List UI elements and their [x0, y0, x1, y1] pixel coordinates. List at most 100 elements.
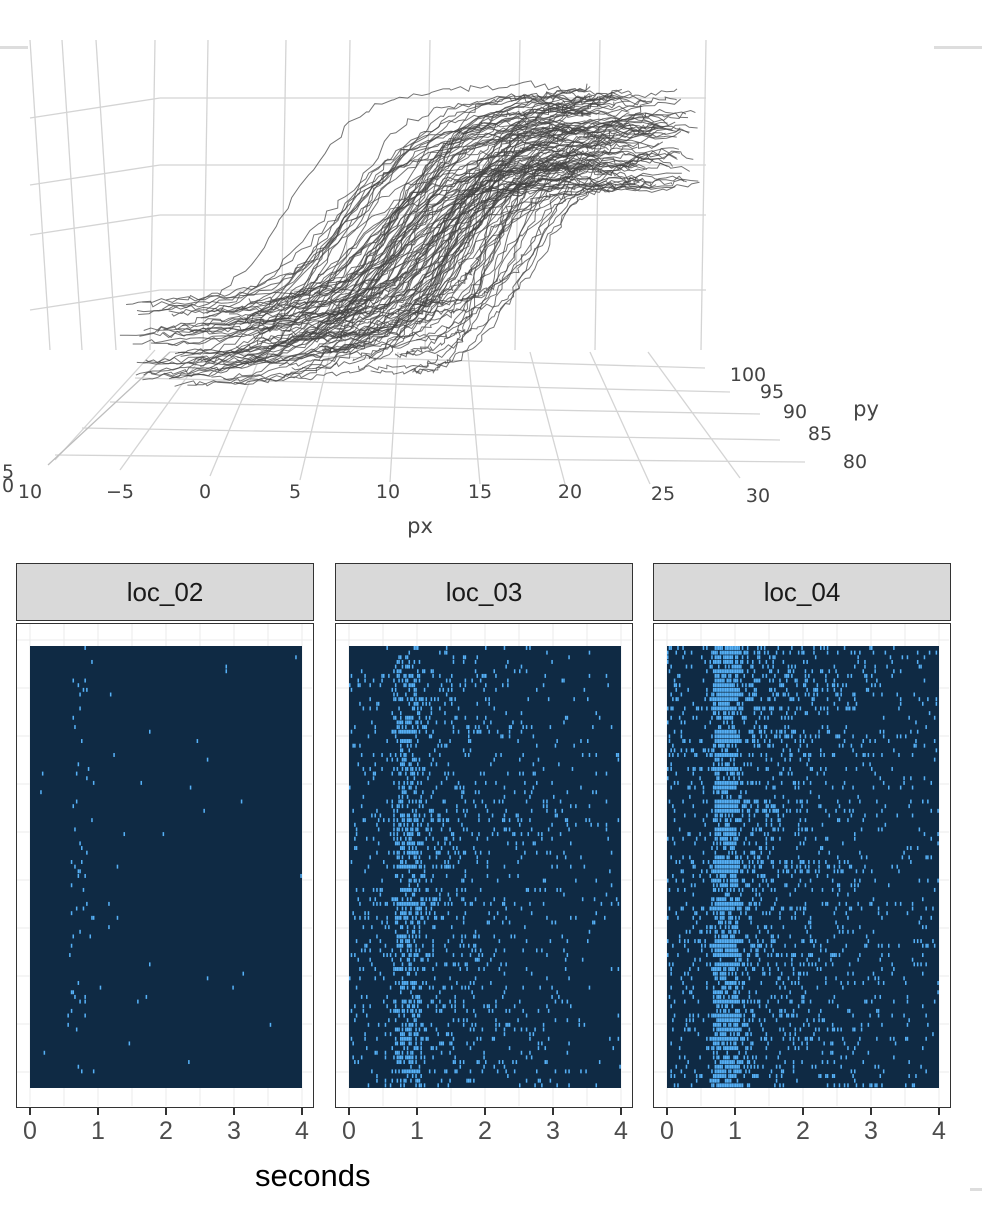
spike-mark — [794, 915, 797, 920]
spike-mark — [721, 678, 723, 683]
spike-mark — [452, 953, 455, 958]
spike-mark — [745, 739, 747, 743]
spike-mark — [430, 1022, 433, 1027]
x-tick-label: 0 — [199, 481, 211, 503]
spike-mark — [410, 953, 412, 958]
spike-mark — [411, 1022, 414, 1027]
spike-mark — [877, 943, 880, 948]
spike-mark — [736, 1078, 739, 1083]
spike-mark — [667, 953, 669, 958]
spike-mark — [814, 687, 817, 692]
spike-mark — [495, 1018, 497, 1023]
spike-mark — [714, 743, 717, 748]
spike-mark — [422, 725, 424, 730]
spike-mark — [729, 1060, 732, 1065]
spike-mark — [425, 697, 428, 702]
spike-mark — [140, 780, 143, 785]
spike-mark — [753, 734, 756, 739]
spike-mark — [922, 701, 924, 706]
spike-mark — [408, 883, 411, 888]
spike-mark — [478, 934, 480, 939]
spike-mark — [513, 934, 516, 939]
spike-mark — [408, 846, 411, 851]
spike-mark — [398, 841, 400, 846]
grid-line-side — [29, 289, 161, 311]
spike-mark — [706, 962, 708, 967]
spike-mark — [417, 701, 419, 706]
spike-mark — [712, 878, 715, 883]
spike-mark — [721, 701, 723, 706]
spike-mark — [707, 766, 710, 771]
spike-mark — [724, 925, 727, 930]
spike-mark — [935, 701, 938, 706]
spike-mark — [542, 878, 545, 883]
spike-mark — [865, 943, 868, 948]
spike-mark — [886, 911, 888, 916]
spike-mark — [401, 697, 404, 702]
spike-mark — [456, 915, 458, 920]
spike-mark — [372, 836, 375, 841]
spike-mark — [740, 650, 742, 655]
spike-mark — [488, 697, 490, 702]
spike-mark — [869, 739, 871, 743]
spike-mark — [752, 664, 754, 669]
spike-mark — [799, 962, 802, 967]
spike-mark — [495, 1004, 497, 1009]
spike-mark — [752, 1055, 754, 1060]
spike-mark — [417, 883, 419, 888]
spike-mark — [718, 832, 720, 837]
spike-mark — [488, 701, 490, 706]
spike-mark — [525, 967, 528, 971]
spike-mark — [468, 753, 470, 757]
spike-mark — [444, 743, 446, 748]
spike-mark — [728, 953, 730, 958]
spike-mark — [41, 771, 44, 776]
spike-mark — [718, 1041, 720, 1046]
spike-mark — [729, 766, 732, 771]
spike-mark — [922, 799, 924, 804]
spike-mark — [364, 915, 366, 920]
spike-mark — [711, 878, 713, 883]
spike-mark — [913, 743, 916, 748]
spike-mark — [779, 1083, 781, 1088]
spike-mark — [439, 897, 441, 902]
grid-line-vertical — [700, 39, 707, 351]
spike-mark — [740, 939, 742, 944]
spike-mark — [714, 655, 717, 660]
spike-mark — [719, 1013, 722, 1018]
spike-mark — [678, 715, 681, 720]
spike-mark — [723, 929, 725, 934]
spike-mark — [408, 887, 411, 892]
spike-mark — [718, 897, 720, 902]
spike-mark — [721, 869, 723, 874]
spike-mark — [791, 915, 793, 920]
spike-mark — [706, 646, 708, 650]
spike-mark — [503, 813, 506, 818]
spike-mark — [784, 729, 786, 734]
spike-mark — [758, 846, 761, 851]
spike-mark — [439, 850, 441, 855]
spike-mark — [420, 1074, 422, 1078]
spike-mark — [670, 706, 672, 711]
spike-mark — [729, 832, 732, 837]
spike-mark — [735, 901, 737, 906]
spike-mark — [770, 953, 773, 958]
spike-mark — [723, 827, 725, 832]
spike-mark — [462, 790, 465, 795]
spike-mark — [398, 850, 400, 855]
spike-mark — [729, 753, 732, 757]
spike-mark — [721, 683, 723, 688]
spike-mark — [444, 860, 446, 864]
spike-mark — [724, 836, 727, 841]
spike-mark — [729, 1064, 732, 1069]
spike-mark — [910, 860, 912, 864]
spike-mark — [743, 980, 746, 985]
spike-mark — [930, 855, 933, 860]
spike-mark — [796, 683, 798, 688]
spike-mark — [435, 1008, 438, 1013]
spike-mark — [401, 967, 404, 971]
spike-mark — [726, 734, 729, 739]
spike-mark — [468, 734, 470, 739]
spike-mark — [534, 771, 536, 776]
